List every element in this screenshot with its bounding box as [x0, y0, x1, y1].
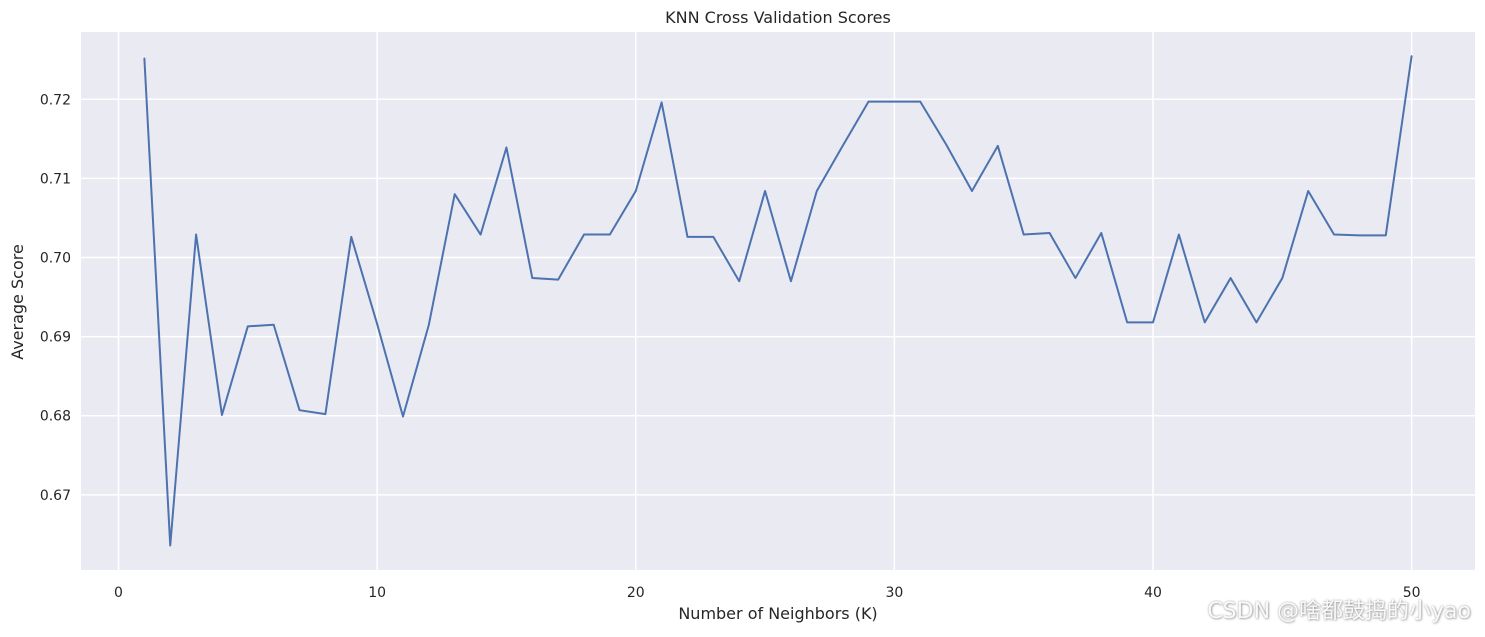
data-point [971, 190, 973, 192]
data-point [428, 324, 430, 326]
plot-area [81, 32, 1475, 570]
x-tick-label: 20 [627, 585, 645, 601]
x-tick-labels: 0 10 20 30 40 50 [114, 585, 1421, 601]
data-point [686, 236, 689, 238]
data-point [609, 233, 611, 236]
data-point [661, 101, 663, 104]
data-point [1152, 321, 1154, 323]
data-point [1255, 321, 1258, 323]
data-point [816, 190, 818, 192]
x-tick-label: 0 [114, 585, 123, 601]
data-point [376, 323, 378, 325]
data-point [712, 236, 714, 238]
data-point [1178, 233, 1180, 236]
data-point [1307, 190, 1309, 192]
data-point [1074, 277, 1077, 279]
data-point [1281, 277, 1283, 279]
data-point [273, 324, 275, 326]
data-point [557, 279, 559, 281]
x-axis-label: Number of Neighbors (K) [678, 604, 877, 623]
y-tick-label: 0.71 [40, 171, 71, 187]
data-point [738, 280, 740, 282]
data-point [842, 145, 844, 147]
y-axis-label: Average Score [8, 244, 27, 360]
data-point [1359, 234, 1361, 236]
y-tick-label: 0.70 [40, 250, 71, 266]
data-point [1048, 232, 1051, 234]
grid-lines [81, 32, 1475, 570]
data-point [402, 415, 404, 418]
chart-title: KNN Cross Validation Scores [665, 8, 891, 27]
x-tick-label: 10 [368, 585, 386, 601]
data-point [454, 193, 456, 195]
data-point [997, 145, 999, 147]
series-layer [143, 55, 1413, 547]
data-point [1204, 321, 1206, 323]
data-point [1126, 321, 1128, 323]
data-point [1229, 277, 1232, 279]
x-tick-label: 40 [1144, 585, 1162, 601]
data-point [298, 409, 301, 411]
data-point [1411, 55, 1413, 57]
y-tick-label: 0.72 [40, 92, 71, 108]
data-point [324, 413, 327, 415]
data-point [790, 280, 792, 282]
data-point [1100, 232, 1102, 234]
y-tick-label: 0.68 [40, 409, 71, 425]
data-point [505, 146, 508, 149]
data-point [350, 236, 352, 238]
data-point [1385, 234, 1387, 236]
watermark: CSDN @啥都鼓捣的小yao [1207, 599, 1471, 624]
data-point [169, 544, 171, 547]
y-tick-labels: 0.67 0.68 0.69 0.70 0.71 0.72 [40, 92, 71, 504]
series-line [143, 55, 1413, 547]
data-point [635, 190, 637, 192]
x-tick-label: 50 [1403, 585, 1421, 601]
data-point [867, 101, 870, 103]
data-point [1023, 233, 1025, 236]
data-point [583, 233, 585, 236]
y-tick-label: 0.67 [40, 488, 71, 504]
y-tick-label: 0.69 [40, 330, 71, 346]
data-point [919, 101, 921, 103]
data-point [143, 57, 145, 59]
x-tick-label: 30 [885, 585, 903, 601]
data-point [221, 414, 223, 416]
data-point [247, 325, 249, 327]
data-point [945, 143, 947, 145]
data-point [531, 277, 533, 279]
data-point [195, 233, 197, 236]
data-point [893, 101, 895, 103]
data-point [764, 190, 766, 192]
data-point [479, 233, 482, 236]
data-point [1333, 233, 1335, 236]
